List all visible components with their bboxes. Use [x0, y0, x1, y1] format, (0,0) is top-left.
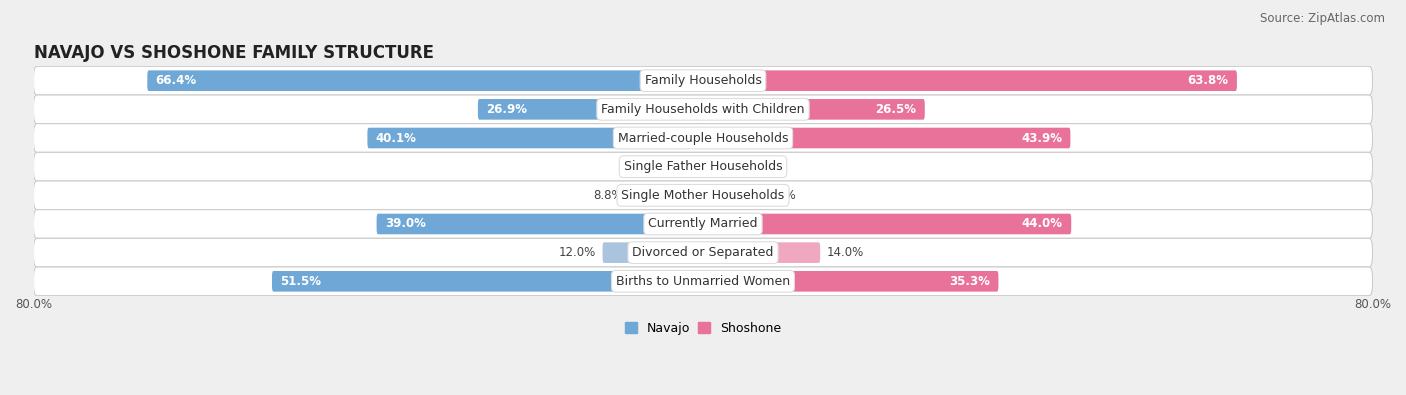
Text: 39.0%: 39.0%	[385, 218, 426, 231]
FancyBboxPatch shape	[377, 214, 703, 234]
FancyBboxPatch shape	[703, 214, 1071, 234]
Text: Single Father Households: Single Father Households	[624, 160, 782, 173]
FancyBboxPatch shape	[703, 70, 1237, 91]
Text: Currently Married: Currently Married	[648, 218, 758, 231]
Text: 3.2%: 3.2%	[640, 160, 669, 173]
Text: Divorced or Separated: Divorced or Separated	[633, 246, 773, 259]
Text: Single Mother Households: Single Mother Households	[621, 189, 785, 202]
Text: NAVAJO VS SHOSHONE FAMILY STRUCTURE: NAVAJO VS SHOSHONE FAMILY STRUCTURE	[34, 44, 433, 62]
FancyBboxPatch shape	[367, 128, 703, 148]
Text: 40.1%: 40.1%	[375, 132, 416, 145]
Text: 66.4%: 66.4%	[156, 74, 197, 87]
Text: 6.8%: 6.8%	[766, 189, 796, 202]
FancyBboxPatch shape	[703, 242, 820, 263]
FancyBboxPatch shape	[34, 238, 1372, 267]
Text: 12.0%: 12.0%	[558, 246, 596, 259]
FancyBboxPatch shape	[34, 210, 1372, 238]
FancyBboxPatch shape	[630, 185, 703, 206]
FancyBboxPatch shape	[34, 66, 1372, 95]
Text: Family Households: Family Households	[644, 74, 762, 87]
Text: 51.5%: 51.5%	[280, 275, 322, 288]
Text: Source: ZipAtlas.com: Source: ZipAtlas.com	[1260, 12, 1385, 25]
Text: 26.5%: 26.5%	[876, 103, 917, 116]
FancyBboxPatch shape	[478, 99, 703, 120]
FancyBboxPatch shape	[703, 185, 759, 206]
FancyBboxPatch shape	[34, 124, 1372, 152]
FancyBboxPatch shape	[676, 156, 703, 177]
Text: 14.0%: 14.0%	[827, 246, 865, 259]
FancyBboxPatch shape	[703, 99, 925, 120]
Text: Births to Unmarried Women: Births to Unmarried Women	[616, 275, 790, 288]
Text: Married-couple Households: Married-couple Households	[617, 132, 789, 145]
FancyBboxPatch shape	[34, 152, 1372, 181]
Text: 8.8%: 8.8%	[593, 189, 623, 202]
FancyBboxPatch shape	[703, 156, 724, 177]
Text: 26.9%: 26.9%	[486, 103, 527, 116]
FancyBboxPatch shape	[703, 128, 1070, 148]
FancyBboxPatch shape	[148, 70, 703, 91]
FancyBboxPatch shape	[603, 242, 703, 263]
FancyBboxPatch shape	[34, 95, 1372, 124]
Text: 44.0%: 44.0%	[1022, 218, 1063, 231]
Text: 35.3%: 35.3%	[949, 275, 990, 288]
Text: 2.6%: 2.6%	[731, 160, 761, 173]
Legend: Navajo, Shoshone: Navajo, Shoshone	[620, 317, 786, 340]
FancyBboxPatch shape	[34, 181, 1372, 210]
Text: 43.9%: 43.9%	[1021, 132, 1062, 145]
FancyBboxPatch shape	[271, 271, 703, 292]
Text: 63.8%: 63.8%	[1188, 74, 1229, 87]
Text: Family Households with Children: Family Households with Children	[602, 103, 804, 116]
FancyBboxPatch shape	[34, 267, 1372, 295]
FancyBboxPatch shape	[703, 271, 998, 292]
